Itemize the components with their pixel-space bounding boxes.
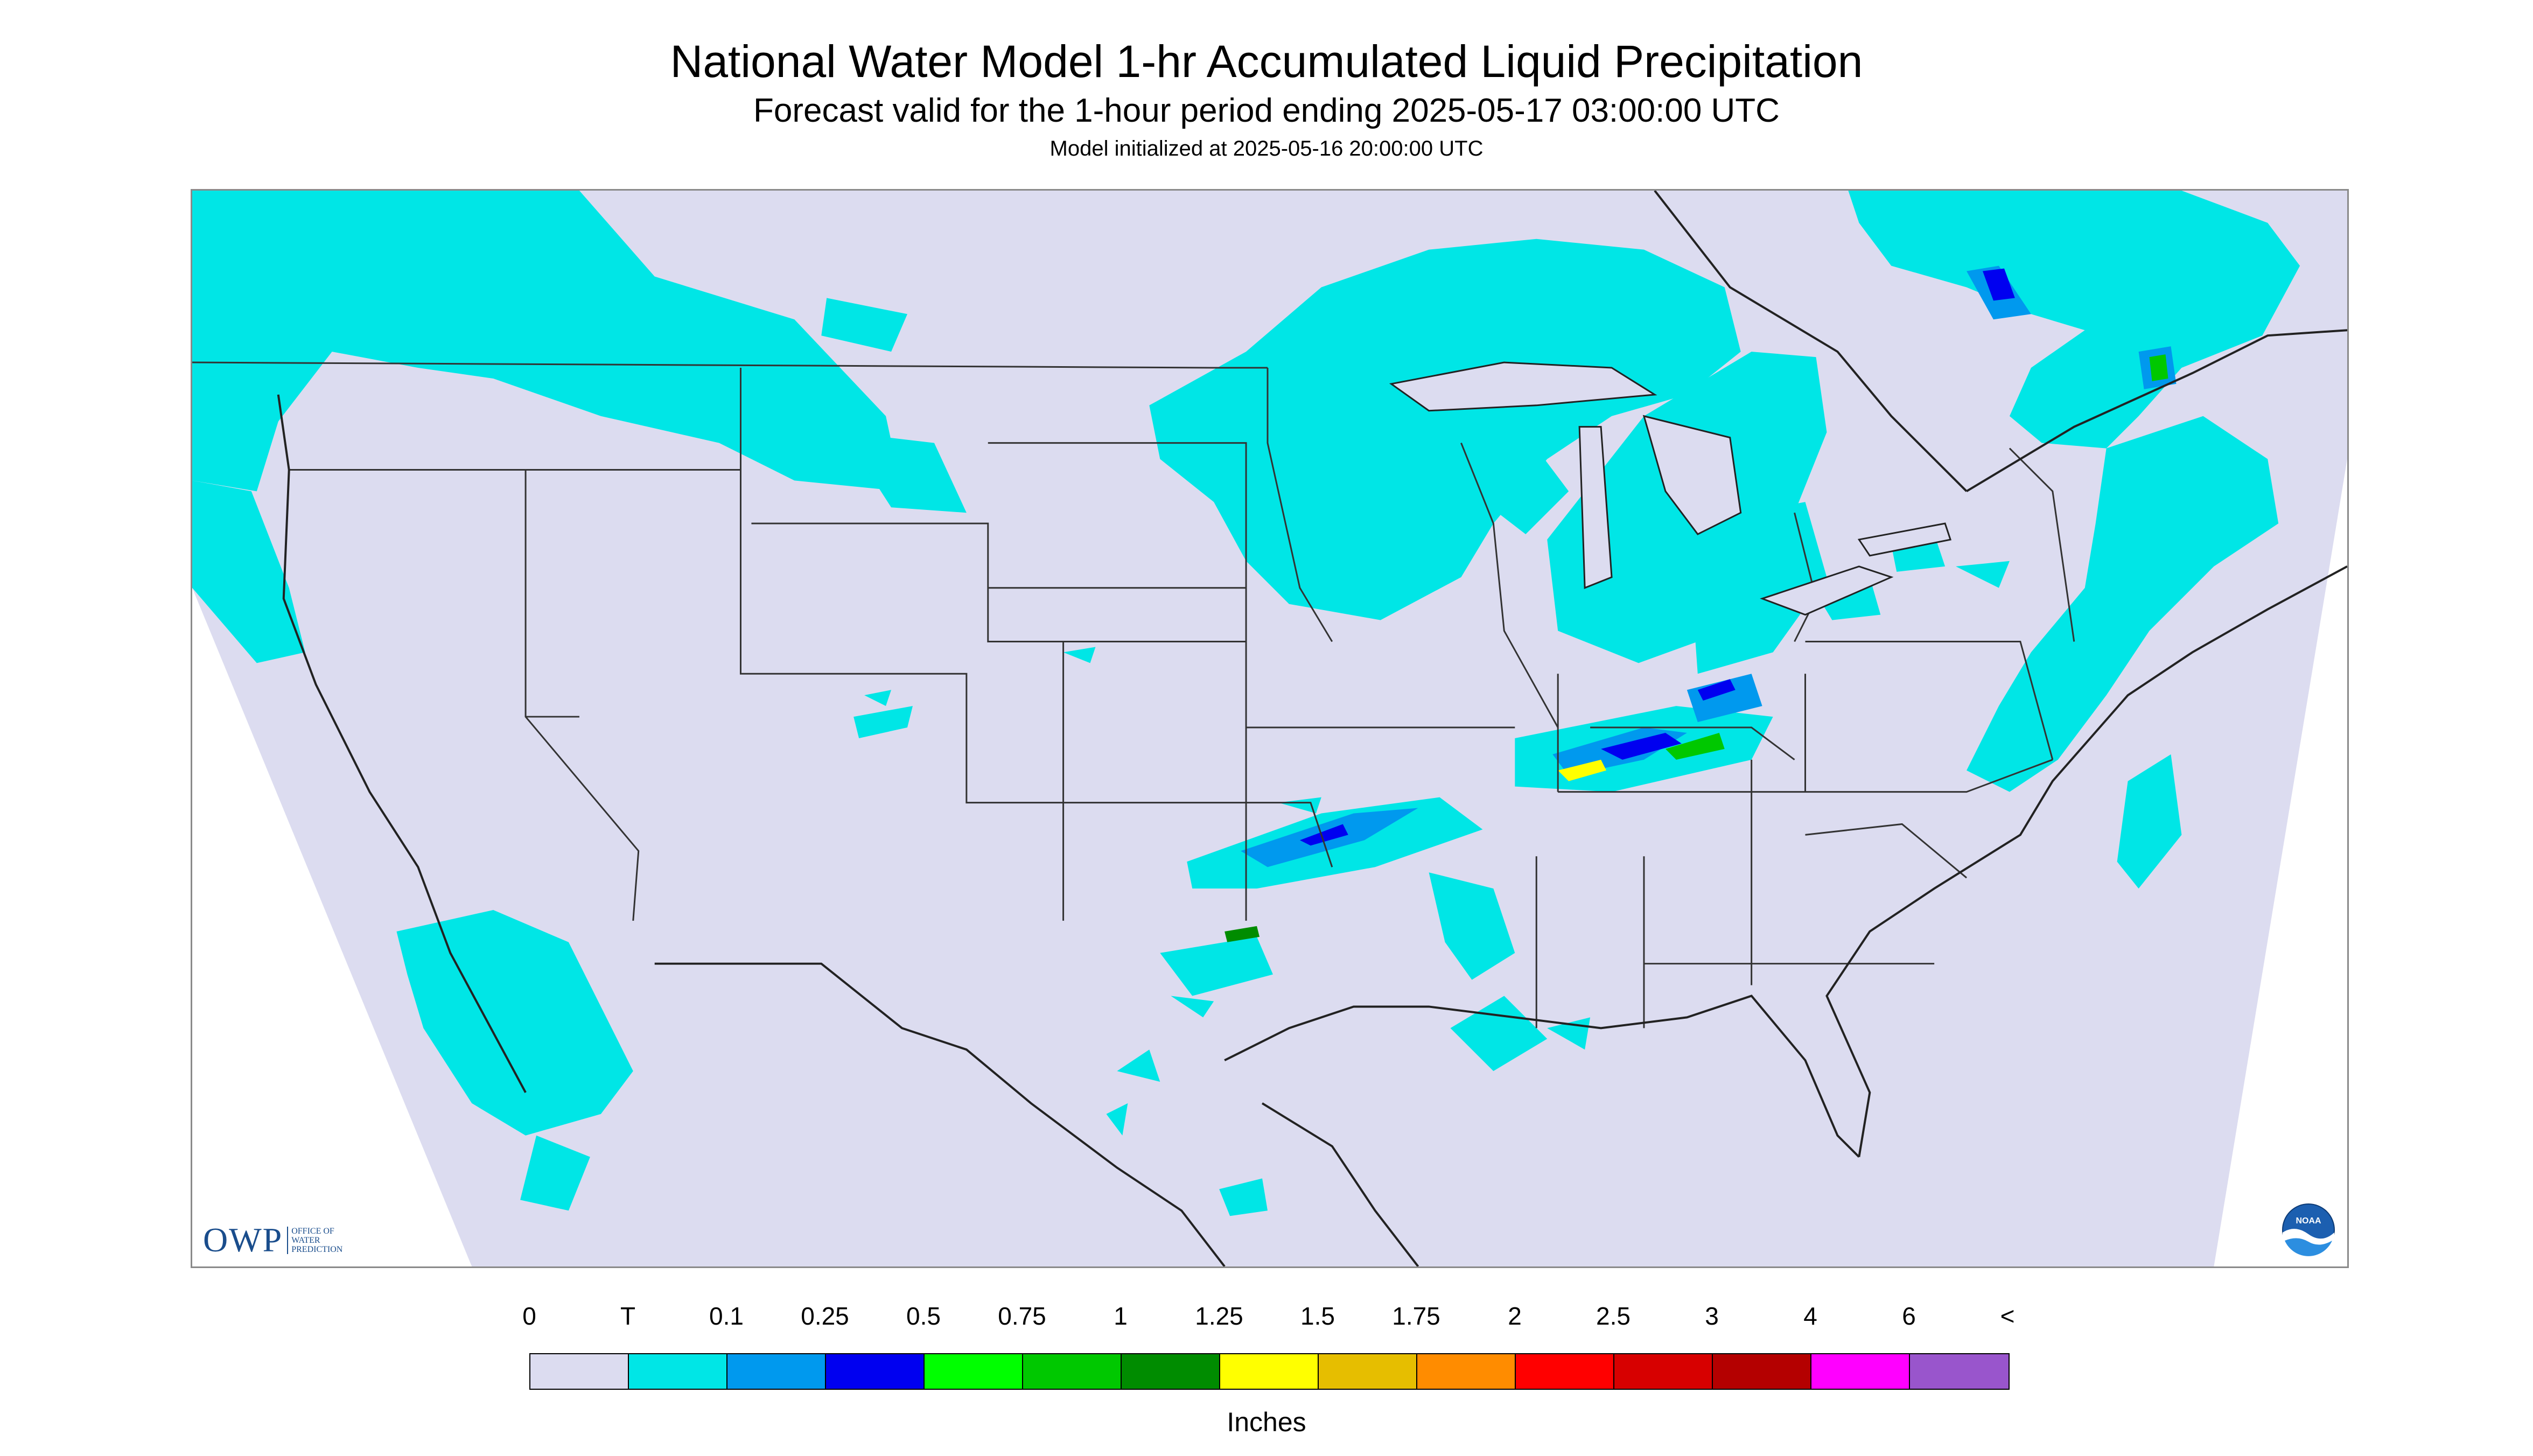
legend-swatch	[1811, 1354, 1910, 1389]
legend-tick-label: 0	[522, 1302, 536, 1330]
legend-swatch	[1713, 1354, 1811, 1389]
legend-tick-label: 6	[1902, 1302, 1916, 1330]
heavy-precip-cores	[1224, 268, 2168, 942]
map-subtitle: Forecast valid for the 1-hour period end…	[753, 92, 1780, 129]
legend-tick-label: 2.5	[1596, 1302, 1631, 1330]
legend-swatch	[1910, 1354, 2009, 1389]
owp-sub-line-1: OFFICE OF	[291, 1226, 334, 1236]
legend-tick-label: 1	[1114, 1302, 1128, 1330]
owp-logo-subtext: OFFICE OF WATER PREDICTION	[287, 1226, 343, 1254]
legend-units-label: Inches	[1227, 1407, 1306, 1437]
legend-swatch	[925, 1354, 1023, 1389]
legend-tick-label: 0.25	[801, 1302, 849, 1330]
legend-tick-label: T	[620, 1302, 636, 1330]
noaa-logo: NOAA	[2282, 1203, 2335, 1257]
legend-tick-label: 0.75	[998, 1302, 1046, 1330]
legend-tick-label: 1.5	[1300, 1302, 1335, 1330]
owp-logo-text: OWP	[203, 1221, 283, 1259]
legend-tick-label: <	[2000, 1302, 2015, 1330]
owp-sub-line-2: WATER	[291, 1235, 320, 1245]
legend-swatch	[826, 1354, 925, 1389]
map-title: National Water Model 1-hr Accumulated Li…	[670, 36, 1863, 87]
legend-swatch	[1319, 1354, 1417, 1389]
legend-tick-label: 0.1	[709, 1302, 744, 1330]
legend-swatch	[1122, 1354, 1220, 1389]
legend-swatch	[629, 1354, 727, 1389]
legend-swatch	[1516, 1354, 1614, 1389]
map-canvas	[192, 191, 2347, 1266]
coastlines	[277, 191, 2347, 1266]
legend-swatch	[1023, 1354, 1122, 1389]
great-lakes	[1389, 361, 1952, 616]
legend-swatch	[1417, 1354, 1516, 1389]
legend-tick-label: 1.75	[1392, 1302, 1440, 1330]
legend-tick-label: 0.5	[906, 1302, 941, 1330]
owp-sub-line-3: PREDICTION	[291, 1244, 343, 1254]
legend-swatch	[727, 1354, 826, 1389]
legend-tick-label: 2	[1508, 1302, 1522, 1330]
legend-tick-label: 4	[1803, 1302, 1817, 1330]
legend-tick-label: 1.25	[1195, 1302, 1243, 1330]
model-init-text: Model initialized at 2025-05-16 20:00:00…	[1049, 137, 1484, 160]
legend-tick-label: 3	[1705, 1302, 1719, 1330]
legend-swatch	[1614, 1354, 1713, 1389]
precipitation-map: OWP OFFICE OF WATER PREDICTION NOAA	[191, 189, 2349, 1268]
legend-swatch	[1220, 1354, 1319, 1389]
noaa-logo-text: NOAA	[2296, 1216, 2321, 1226]
owp-logo: OWP OFFICE OF WATER PREDICTION	[203, 1220, 342, 1260]
legend-swatch	[530, 1354, 629, 1389]
legend-color-bar	[529, 1353, 2010, 1390]
